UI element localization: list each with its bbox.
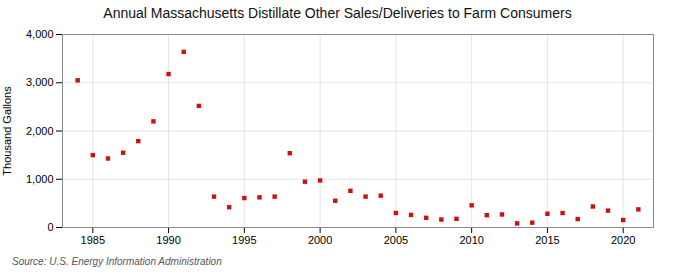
html-text:Annual Massachusetts Distillat: Annual Massachusetts Distillate Other Sa…: [103, 5, 572, 21]
html-text:Source: U.S. Energy Informatio: Source: U.S. Energy Information Administ…: [12, 256, 222, 267]
svg-text:1990: 1990: [156, 234, 180, 246]
svg-text:0: 0: [47, 221, 53, 233]
svg-text:2005: 2005: [384, 234, 408, 246]
svg-text:3,000: 3,000: [26, 76, 54, 88]
svg-text:2015: 2015: [535, 234, 559, 246]
svg-text:2020: 2020: [611, 234, 635, 246]
svg-text:2010: 2010: [459, 234, 483, 246]
svg-text:4,000: 4,000: [26, 28, 54, 40]
svg-text:1985: 1985: [81, 234, 105, 246]
svg-text:2,000: 2,000: [26, 125, 54, 137]
svg-text:1,000: 1,000: [26, 173, 54, 185]
svg-text:1995: 1995: [232, 234, 256, 246]
svg-text:Thousand Gallons: Thousand Gallons: [1, 86, 13, 176]
svg-text:2000: 2000: [308, 234, 332, 246]
